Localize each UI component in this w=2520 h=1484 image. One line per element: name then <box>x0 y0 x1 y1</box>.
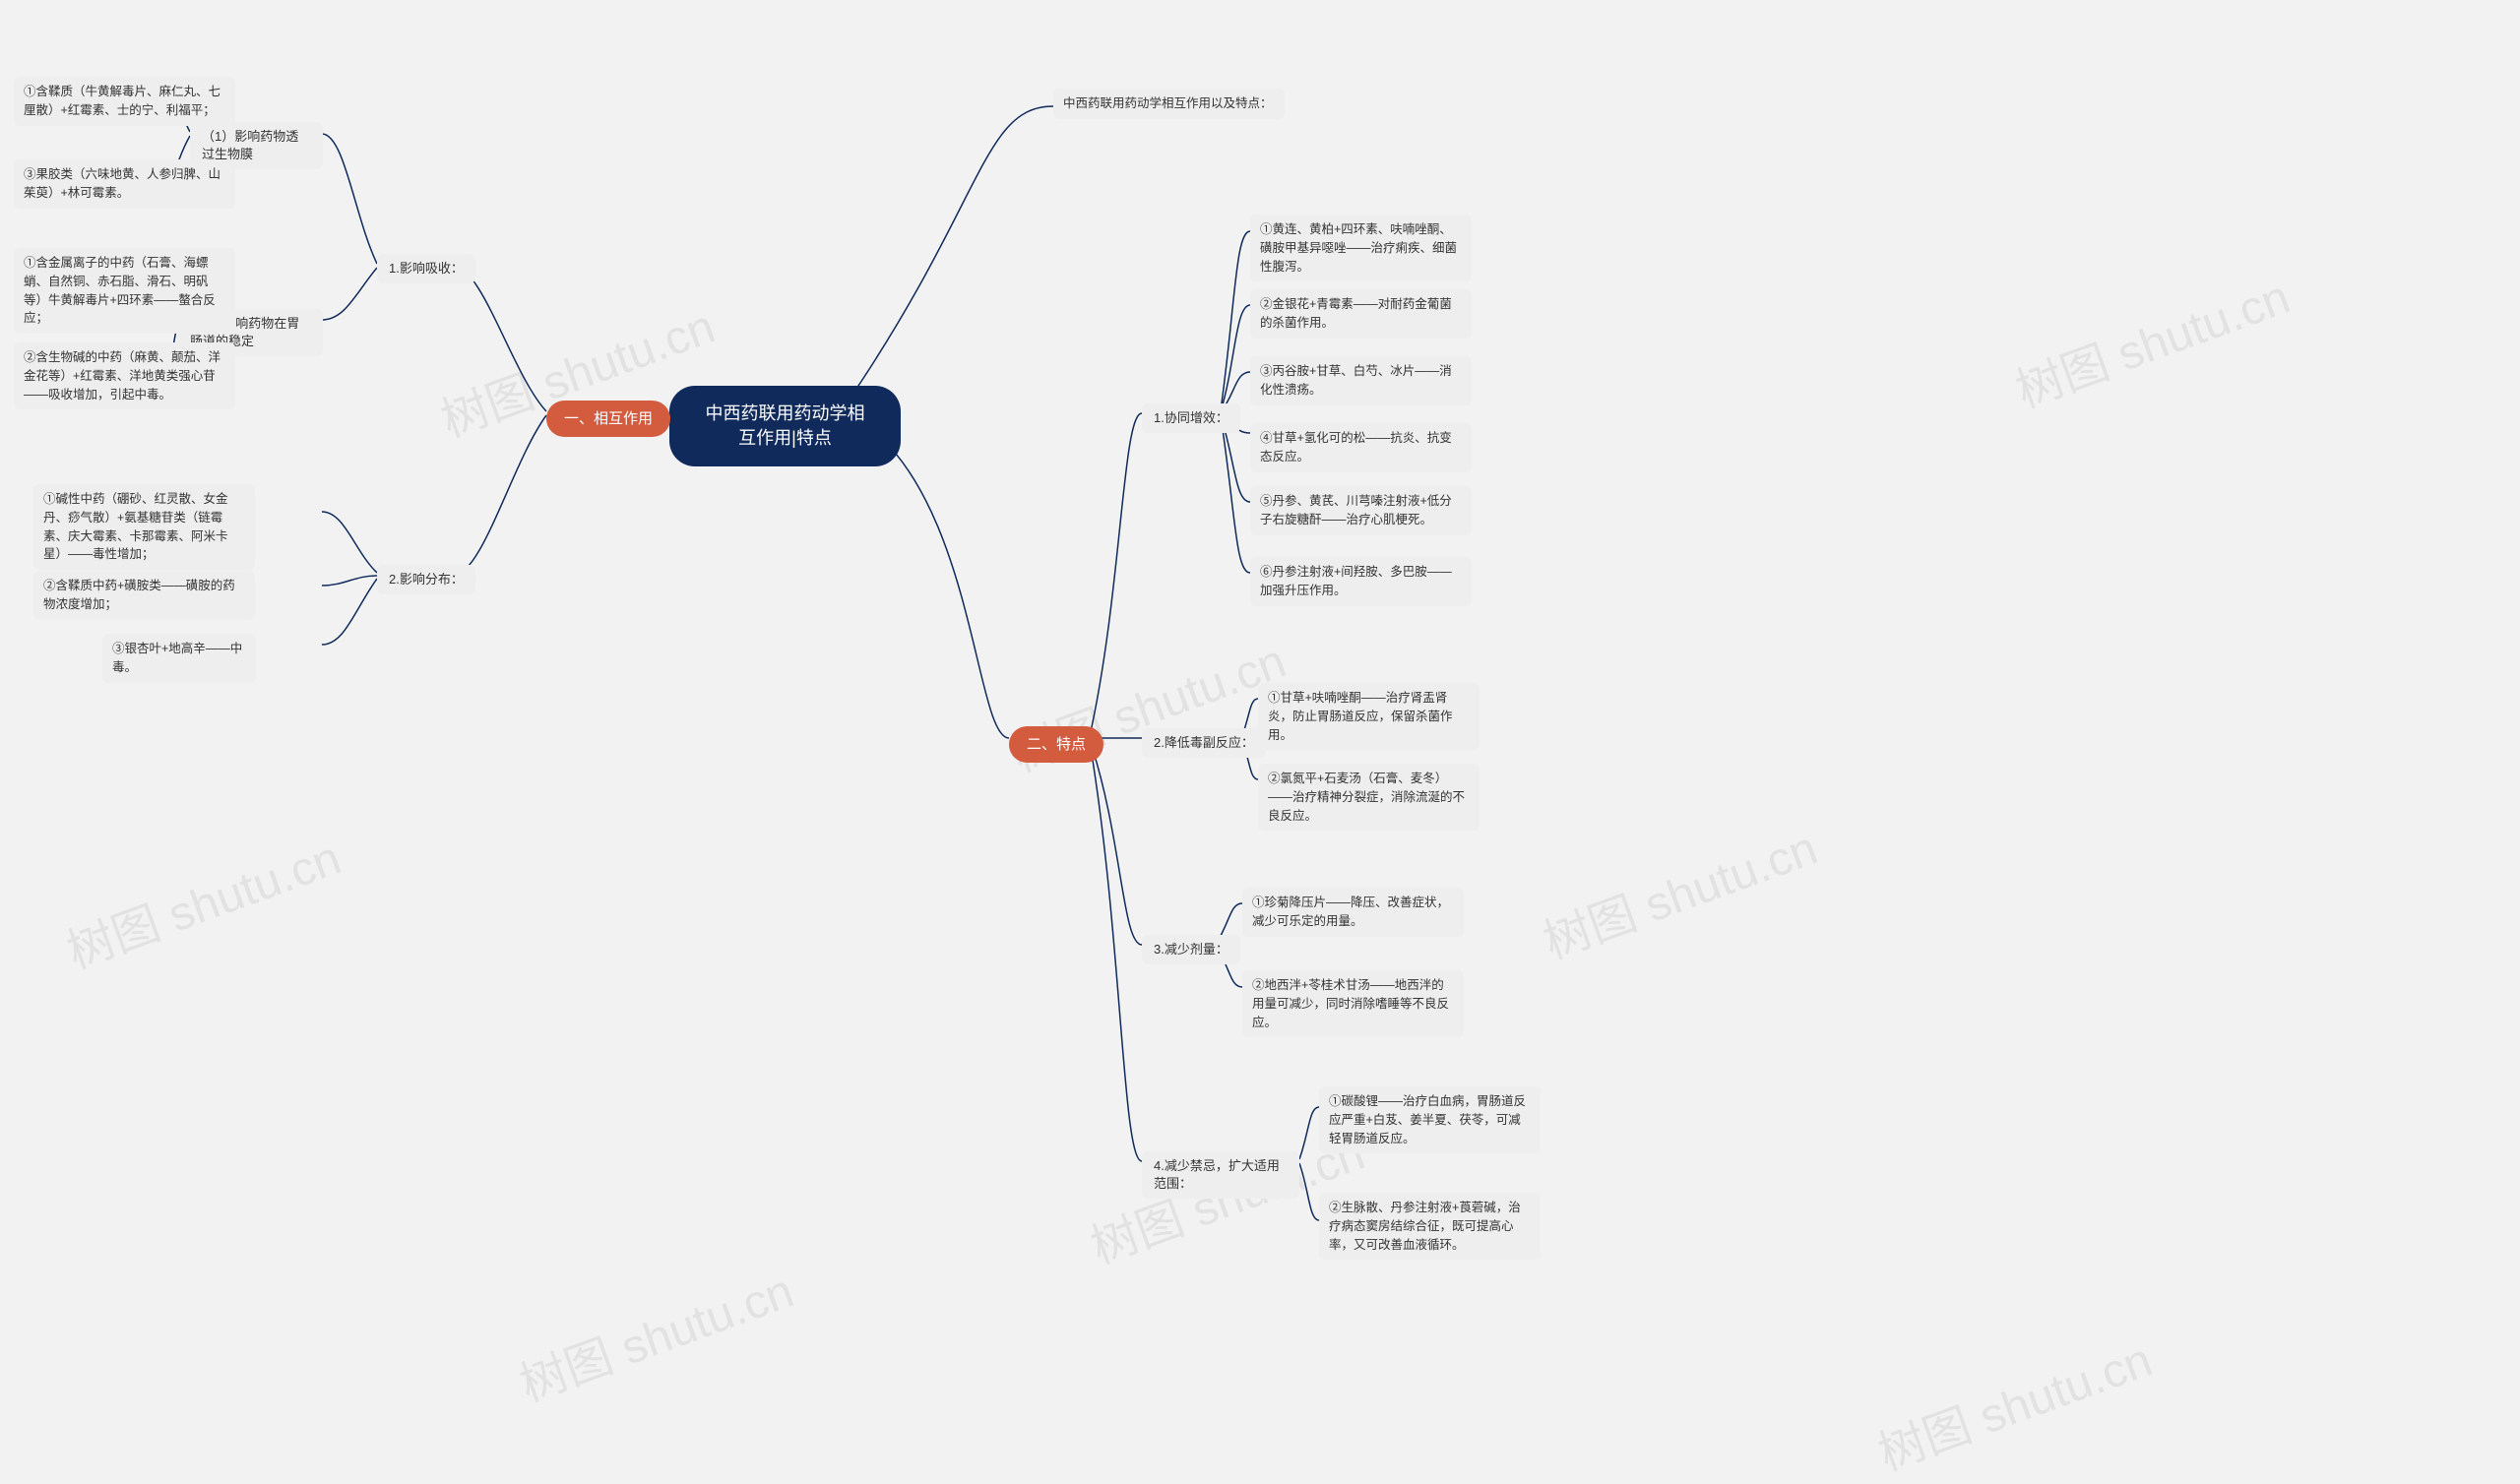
watermark: 树图 shutu.cn <box>509 1252 801 1414</box>
left-g2-l1[interactable]: ①碱性中药（硼砂、红灵散、女金丹、痧气散）+氨基糖苷类（链霉素、庆大霉素、卡那霉… <box>33 484 255 570</box>
left-g1-s2-l2[interactable]: ②含生物碱的中药（麻黄、颠茄、洋金花等）+红霉素、洋地黄类强心苷——吸收增加，引… <box>14 342 235 409</box>
left-g2[interactable]: 2.影响分布： <box>377 565 475 594</box>
watermark: 树图 shutu.cn <box>1867 1321 2160 1483</box>
right-g4[interactable]: 4.减少禁忌，扩大适用范围： <box>1142 1151 1299 1199</box>
right-g1-l5[interactable]: ⑤丹参、黄芪、川芎嗪注射液+低分子右旋糖酐——治疗心肌梗死。 <box>1250 486 1472 535</box>
watermark: 树图 shutu.cn <box>56 819 348 981</box>
root-node[interactable]: 中西药联用药动学相互作用|特点 <box>669 386 901 466</box>
right-g1-l6[interactable]: ⑥丹参注射液+间羟胺、多巴胺——加强升压作用。 <box>1250 557 1472 606</box>
left-g1-s2-l1[interactable]: ①含金属离子的中药（石膏、海螵蛸、自然铜、赤石脂、滑石、明矾等）牛黄解毒片+四环… <box>14 248 235 334</box>
right-g2-l2[interactable]: ②氯氮平+石麦汤（石膏、麦冬）——治疗精神分裂症，消除流涎的不良反应。 <box>1258 764 1480 831</box>
right-g1-l1[interactable]: ①黄连、黄柏+四环素、呋喃唑酮、磺胺甲基异噁唑——治疗痢疾、细菌性腹泻。 <box>1250 215 1472 281</box>
left-g2-l3[interactable]: ③银杏叶+地高辛——中毒。 <box>102 634 256 683</box>
right-g4-l2[interactable]: ②生脉散、丹参注射液+莨菪碱，治疗病态窦房结综合征，既可提高心率，又可改善血液循… <box>1319 1193 1541 1260</box>
watermark: 树图 shutu.cn <box>1533 809 1825 971</box>
left-g2-l2[interactable]: ②含鞣质中药+磺胺类——磺胺的药物浓度增加； <box>33 571 255 620</box>
right-g1[interactable]: 1.协同增效： <box>1142 403 1240 433</box>
right-g1-l2[interactable]: ②金银花+青霉素——对耐药金葡菌的杀菌作用。 <box>1250 289 1472 339</box>
left-g1-s1-l1[interactable]: ①含鞣质（牛黄解毒片、麻仁丸、七厘散）+红霉素、士的宁、利福平； <box>14 77 235 126</box>
right-g1-l4[interactable]: ④甘草+氢化可的松——抗炎、抗变态反应。 <box>1250 423 1472 472</box>
right-g2-l1[interactable]: ①甘草+呋喃唑酮——治疗肾盂肾炎，防止胃肠道反应，保留杀菌作用。 <box>1258 683 1480 750</box>
branch-right[interactable]: 二、特点 <box>1009 726 1103 763</box>
right-g3[interactable]: 3.减少剂量： <box>1142 935 1240 964</box>
right-g4-l1[interactable]: ①碳酸锂——治疗白血病，胃肠道反应严重+白芨、姜半夏、茯苓，可减轻胃肠道反应。 <box>1319 1086 1541 1153</box>
watermark: 树图 shutu.cn <box>2005 258 2298 420</box>
top-note[interactable]: 中西药联用药动学相互作用以及特点： <box>1053 89 1285 119</box>
branch-left[interactable]: 一、相互作用 <box>546 401 670 437</box>
right-g2[interactable]: 2.降低毒副反应： <box>1142 728 1266 758</box>
left-g1-s1-l2[interactable]: ③果胶类（六味地黄、人参归脾、山茱萸）+林可霉素。 <box>14 159 235 209</box>
right-g3-l1[interactable]: ①珍菊降压片——降压、改善症状，减少可乐定的用量。 <box>1242 888 1464 937</box>
right-g3-l2[interactable]: ②地西泮+苓桂术甘汤——地西泮的用量可减少，同时消除嗜睡等不良反应。 <box>1242 970 1464 1037</box>
left-g1[interactable]: 1.影响吸收： <box>377 254 475 283</box>
right-g1-l3[interactable]: ③丙谷胺+甘草、白芍、冰片——消化性溃疡。 <box>1250 356 1472 405</box>
